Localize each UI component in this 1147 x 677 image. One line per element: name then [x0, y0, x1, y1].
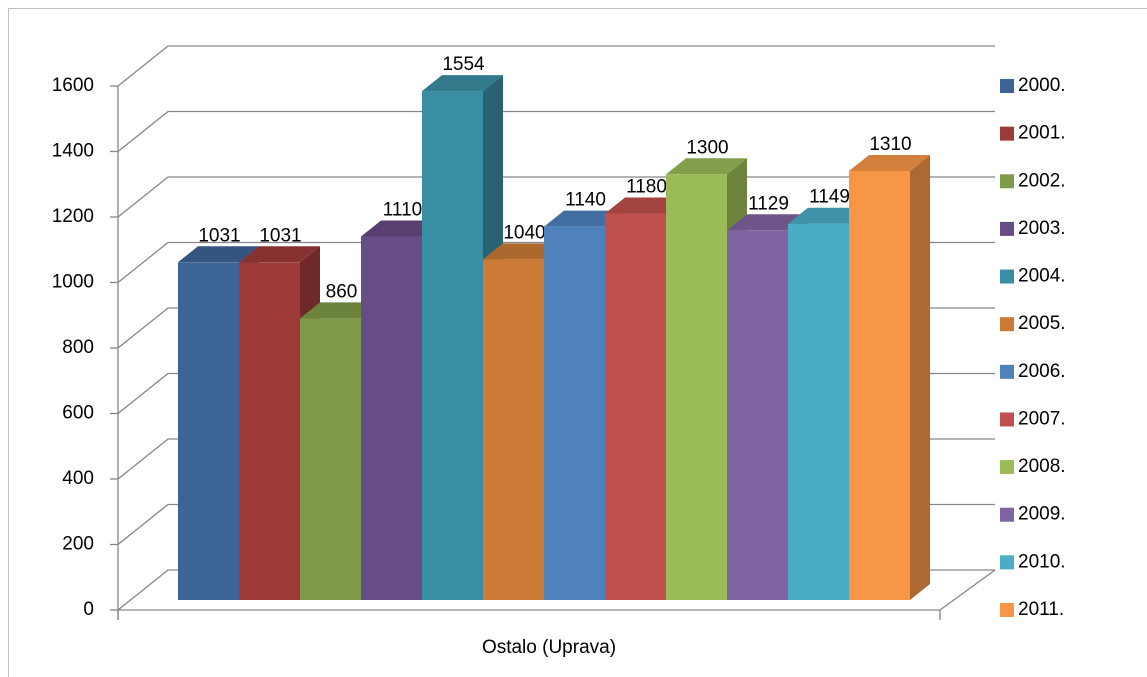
legend-label: 2004. [1018, 266, 1066, 287]
data-label: 1140 [565, 190, 606, 211]
bar [361, 236, 422, 600]
bar [666, 174, 727, 600]
y-tick-label: 800 [62, 337, 94, 358]
data-label: 1040 [503, 222, 545, 243]
legend-swatch [1000, 460, 1014, 475]
legend-label: 2001. [1018, 123, 1066, 144]
grid-line [117, 45, 995, 87]
legend-label: 2008. [1018, 456, 1066, 477]
legend-swatch [1000, 603, 1014, 617]
bar-top [849, 155, 930, 171]
x-tick-label: Ostalo (Uprava) [482, 637, 616, 658]
bar-top [544, 210, 625, 227]
grid-line [117, 110, 995, 153]
data-label: 1149 [809, 187, 850, 208]
legend-swatch [1000, 364, 1014, 379]
bar-top [727, 214, 808, 231]
legend-swatch [1000, 174, 1014, 189]
data-label: 1031 [198, 225, 240, 246]
data-label: 1129 [748, 193, 789, 214]
data-label: 1031 [259, 225, 301, 246]
bar-top [483, 243, 564, 260]
legend-swatch [1000, 507, 1014, 522]
legend-label: 2002. [1018, 170, 1066, 191]
legend-swatch [1000, 317, 1014, 332]
data-label: 1180 [626, 177, 667, 198]
legend-swatch [1000, 221, 1014, 236]
bar-top [361, 220, 442, 237]
y-tick-label: 1200 [52, 206, 94, 227]
legend-swatch [1000, 412, 1014, 427]
y-tick-label: 400 [62, 468, 94, 489]
bar-top [422, 75, 503, 92]
y-tick-label: 600 [62, 403, 94, 424]
legend-swatch [1000, 269, 1014, 284]
y-tick-label: 200 [62, 534, 94, 555]
bar [300, 318, 361, 600]
bar-top [239, 246, 320, 263]
legend-label: 2007. [1018, 408, 1066, 429]
y-tick-label: 1400 [52, 141, 94, 162]
bar-top [666, 158, 747, 175]
bar-side [910, 155, 930, 600]
bar [727, 230, 788, 600]
bar-top [300, 302, 381, 319]
bar [849, 170, 910, 600]
bar [544, 226, 605, 600]
data-label: 1300 [686, 137, 728, 158]
data-label: 1554 [442, 54, 485, 75]
legend-swatch [1000, 555, 1014, 570]
bar [605, 213, 666, 601]
y-tick-label: 1000 [52, 272, 94, 293]
legend-label: 2003. [1018, 218, 1066, 239]
data-label: 1310 [869, 134, 911, 155]
y-tick-label: 1600 [52, 75, 94, 96]
bar-top [605, 197, 686, 214]
data-label: 1110 [383, 199, 422, 220]
bar [422, 91, 483, 600]
bar [483, 259, 544, 600]
legend-swatch [1000, 126, 1014, 141]
bar-top [788, 207, 869, 224]
bar [178, 262, 239, 600]
bar-top [178, 246, 259, 263]
chart-border [8, 8, 1147, 677]
data-label: 860 [326, 281, 358, 302]
legend-label: 2000. [1018, 75, 1066, 96]
legend-label: 2011. [1018, 599, 1064, 620]
legend-label: 2005. [1018, 313, 1066, 334]
bar [788, 223, 849, 600]
legend-swatch [1000, 79, 1014, 93]
y-tick-label: 0 [83, 599, 94, 620]
bar [239, 262, 300, 600]
legend-label: 2006. [1018, 361, 1066, 382]
legend-label: 2009. [1018, 504, 1066, 525]
legend-label: 2010. [1018, 551, 1066, 572]
